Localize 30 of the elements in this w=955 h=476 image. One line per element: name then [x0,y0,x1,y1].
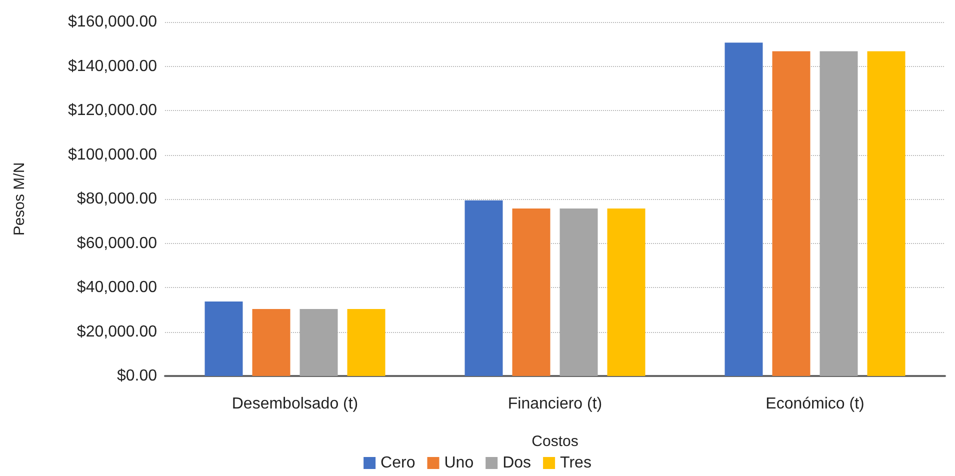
y-tick-label: $80,000.00 [76,190,158,208]
bar [204,301,243,376]
y-tick-label: $60,000.00 [76,234,158,252]
bar [607,208,646,376]
y-tick-label: $100,000.00 [68,146,158,164]
bar [347,308,386,376]
legend-label: Cero [380,454,416,472]
y-tick-label: $0.00 [116,368,158,384]
bar [820,51,858,376]
y-axis-title: Pesos M/N [11,162,28,236]
x-axis-title: Costos [532,433,578,450]
legend-label: Uno [444,454,474,472]
legend-label: Dos [502,454,532,472]
bar [867,51,906,376]
y-tick-label: $40,000.00 [76,279,158,296]
x-tick-label: Desembolsado (t) [232,396,358,412]
bar [512,208,550,376]
legend-label: Tres [560,454,592,472]
y-tick-label: $140,000.00 [68,58,158,75]
x-tick-label: Financiero (t) [508,396,602,412]
bar [464,200,503,376]
bar [300,308,338,376]
y-tick-label: $120,000.00 [68,102,158,119]
bar [724,42,763,376]
bar [772,51,810,376]
bar [252,308,290,376]
y-tick-label: $20,000.00 [76,323,158,340]
x-tick-label: Económico (t) [766,396,864,412]
bar [560,208,598,376]
y-tick-label: $160,000.00 [68,14,158,30]
